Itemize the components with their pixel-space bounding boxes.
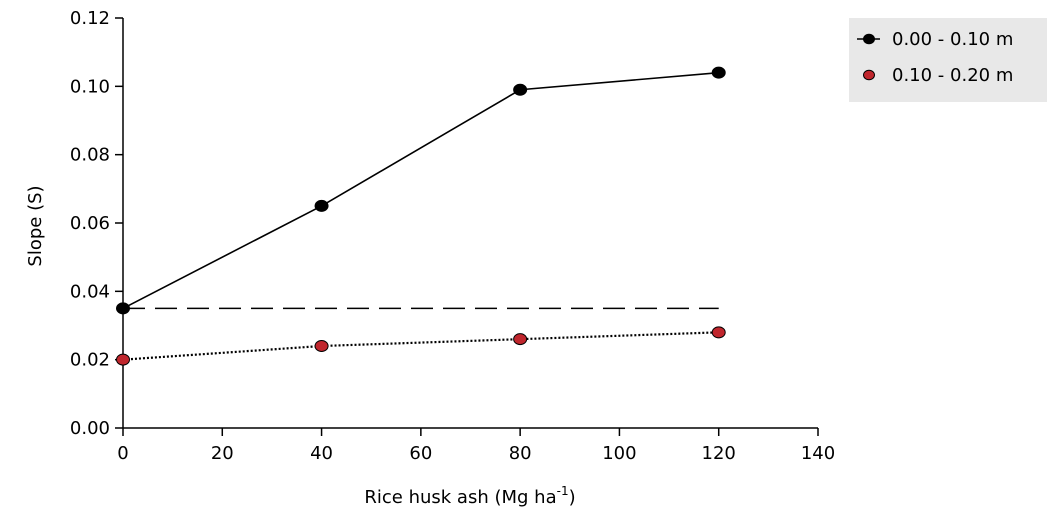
data-point-series-1 [711,66,726,79]
legend-box [849,18,1047,102]
x-tick-label: 120 [702,443,736,464]
x-tick-label: 40 [310,443,333,464]
data-point-series-1 [116,302,130,315]
x-axis-title: Rice husk ash (Mg ha-1) [364,484,575,508]
x-tick-label: 80 [509,443,532,464]
x-tick-label: 100 [602,443,636,464]
axes [122,18,818,429]
x-axis-title-superscript: -1 [557,484,569,498]
data-point-series-2 [513,333,528,346]
y-tick-label: 0.08 [70,145,110,166]
plot-area [116,66,726,366]
y-tick-label: 0.04 [70,281,110,302]
x-axis-title-main: Rice husk ash (Mg ha [364,487,556,508]
y-tick-label: 0.12 [70,8,110,29]
legend-marker-1 [863,33,875,45]
y-axis-title: Slope (S) [25,185,46,266]
x-tick-label: 60 [409,443,432,464]
y-tick-label: 0.02 [70,350,110,371]
data-point-series-2 [711,326,726,339]
y-tick-label: 0.00 [70,418,110,439]
legend-marker-2 [863,69,875,81]
x-tick-label: 20 [211,443,234,464]
legend-label-1: 0.00 - 0.10 m [892,29,1013,50]
data-point-series-2 [116,353,130,366]
series-line-2 [122,331,719,361]
x-axis-title-end: ) [569,487,576,508]
data-point-series-1 [314,199,329,212]
data-point-series-1 [513,83,528,96]
x-axis-ticks: 0 20 40 60 80 100 120 140 [117,428,835,464]
y-axis-ticks: 0.00 0.02 0.04 0.06 0.08 0.10 0.12 [70,8,123,439]
data-point-series-2 [314,340,329,352]
legend: 0.00 - 0.10 m 0.10 - 0.20 m [849,18,1047,102]
y-tick-label: 0.06 [70,213,110,234]
legend-label-2: 0.10 - 0.20 m [892,65,1013,86]
x-tick-label: 140 [801,443,835,464]
series-line-1 [122,71,719,310]
y-tick-label: 0.10 [70,76,110,97]
x-tick-label: 0 [117,443,128,464]
